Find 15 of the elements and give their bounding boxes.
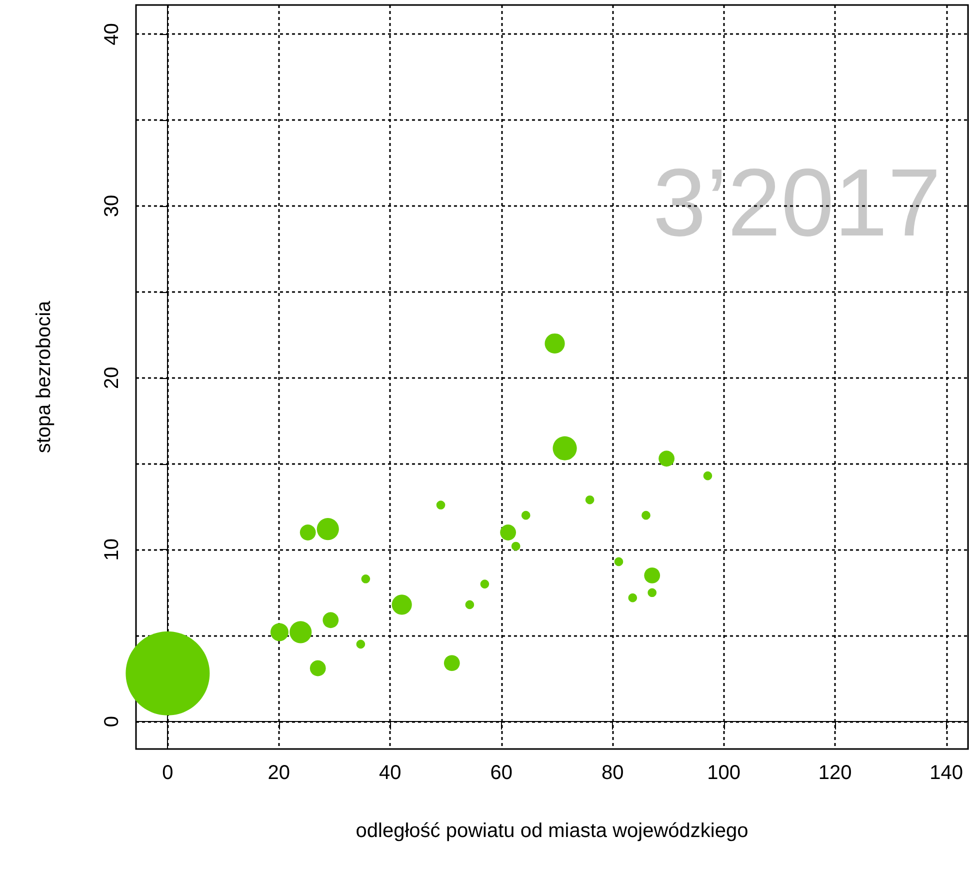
y-axis-title: stopa bezrobocia: [33, 300, 55, 454]
y-tick-label: 30: [101, 194, 123, 218]
y-tick-label: 0: [101, 716, 123, 728]
y-tick-label: 10: [101, 538, 123, 561]
x-axis-title: odległość powiatu od miasta wojewódzkiego: [356, 820, 748, 842]
x-tick-label: 80: [601, 762, 624, 784]
x-tick-label: 20: [268, 762, 290, 784]
x-tick-label: 140: [930, 762, 963, 784]
x-tick-label: 40: [379, 762, 402, 784]
x-tick-label: 60: [490, 762, 513, 784]
x-tick-label: 0: [162, 762, 174, 784]
y-tick-label: 40: [101, 23, 123, 46]
y-tick-label: 20: [101, 366, 123, 389]
x-tick-label: 100: [707, 762, 741, 784]
x-tick-label: 120: [818, 762, 852, 784]
